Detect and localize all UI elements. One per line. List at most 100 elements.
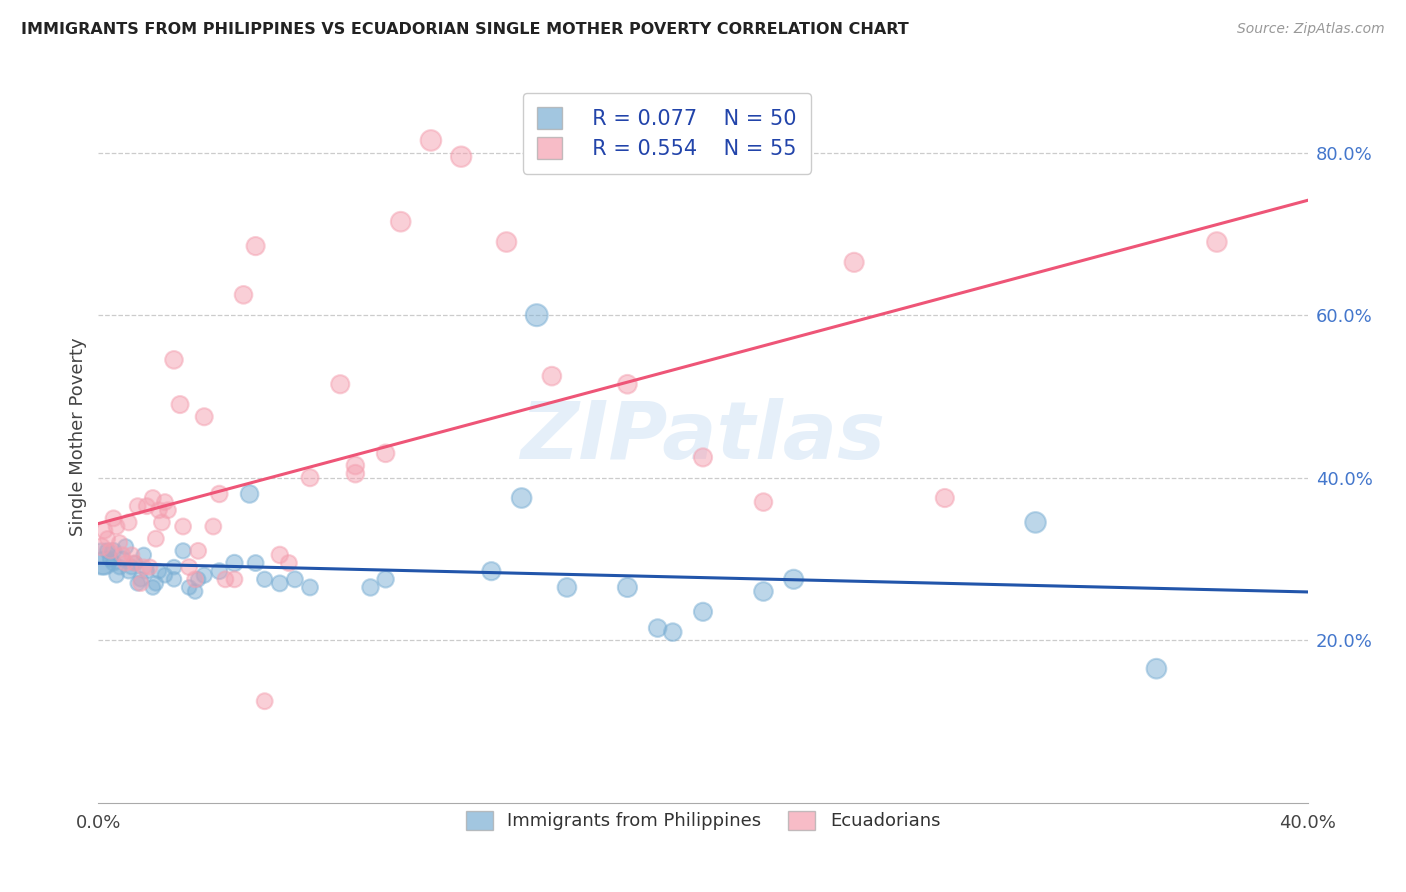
Point xyxy=(752,584,775,599)
Point xyxy=(142,491,165,505)
Point xyxy=(105,568,128,582)
Point xyxy=(277,556,299,570)
Point xyxy=(96,544,118,558)
Point xyxy=(269,548,291,562)
Point xyxy=(135,499,157,513)
Point xyxy=(142,581,165,595)
Point xyxy=(245,556,267,570)
Point xyxy=(692,605,714,619)
Point xyxy=(103,544,125,558)
Point xyxy=(299,471,322,485)
Point xyxy=(163,572,186,586)
Point xyxy=(132,548,155,562)
Point xyxy=(495,235,517,249)
Point xyxy=(208,564,231,578)
Point xyxy=(111,552,134,566)
Point xyxy=(172,544,194,558)
Point xyxy=(118,564,141,578)
Point xyxy=(184,572,207,586)
Point xyxy=(360,581,382,595)
Point xyxy=(179,560,201,574)
Point xyxy=(114,556,136,570)
Point xyxy=(344,458,367,473)
Point xyxy=(105,519,128,533)
Point xyxy=(135,564,157,578)
Point xyxy=(420,133,443,147)
Point xyxy=(179,581,201,595)
Point xyxy=(111,548,134,562)
Point xyxy=(555,581,578,595)
Point xyxy=(844,255,866,269)
Point xyxy=(148,503,170,517)
Point xyxy=(108,560,131,574)
Point xyxy=(481,564,503,578)
Point xyxy=(934,491,956,505)
Point xyxy=(172,519,194,533)
Point xyxy=(526,308,548,322)
Point xyxy=(100,544,122,558)
Point xyxy=(208,487,231,501)
Point xyxy=(329,377,352,392)
Point xyxy=(374,446,396,460)
Point xyxy=(121,548,143,562)
Point xyxy=(187,544,209,558)
Point xyxy=(184,584,207,599)
Point xyxy=(253,694,276,708)
Point xyxy=(752,495,775,509)
Point xyxy=(127,499,149,513)
Point xyxy=(132,560,155,574)
Point xyxy=(96,532,118,546)
Text: IMMIGRANTS FROM PHILIPPINES VS ECUADORIAN SINGLE MOTHER POVERTY CORRELATION CHAR: IMMIGRANTS FROM PHILIPPINES VS ECUADORIA… xyxy=(21,22,908,37)
Point xyxy=(540,369,562,384)
Point xyxy=(163,352,186,367)
Point xyxy=(647,621,669,635)
Point xyxy=(121,560,143,574)
Point xyxy=(692,450,714,465)
Point xyxy=(232,288,254,302)
Point xyxy=(150,516,173,530)
Point xyxy=(129,576,152,591)
Point xyxy=(93,524,115,538)
Text: Source: ZipAtlas.com: Source: ZipAtlas.com xyxy=(1237,22,1385,37)
Legend: Immigrants from Philippines, Ecuadorians: Immigrants from Philippines, Ecuadorians xyxy=(458,804,948,838)
Point xyxy=(124,556,146,570)
Point xyxy=(389,215,412,229)
Point xyxy=(145,576,167,591)
Point xyxy=(450,150,472,164)
Point xyxy=(108,535,131,549)
Point xyxy=(103,511,125,525)
Point xyxy=(145,532,167,546)
Point xyxy=(129,572,152,586)
Text: ZIPatlas: ZIPatlas xyxy=(520,398,886,476)
Point xyxy=(127,576,149,591)
Point xyxy=(284,572,307,586)
Point xyxy=(344,467,367,481)
Point xyxy=(239,487,262,501)
Point xyxy=(245,239,267,253)
Y-axis label: Single Mother Poverty: Single Mother Poverty xyxy=(69,338,87,536)
Point xyxy=(139,560,162,574)
Point xyxy=(1024,516,1046,530)
Point xyxy=(187,572,209,586)
Point xyxy=(156,503,179,517)
Point xyxy=(124,556,146,570)
Point xyxy=(224,556,246,570)
Point xyxy=(148,564,170,578)
Point xyxy=(93,556,115,570)
Point xyxy=(616,377,638,392)
Point xyxy=(153,495,176,509)
Point xyxy=(90,540,112,554)
Point xyxy=(118,516,141,530)
Point xyxy=(100,552,122,566)
Point xyxy=(1144,662,1167,676)
Point xyxy=(202,519,225,533)
Point xyxy=(90,552,112,566)
Point xyxy=(193,409,215,424)
Point xyxy=(224,572,246,586)
Point xyxy=(299,581,322,595)
Point xyxy=(169,398,191,412)
Point xyxy=(153,568,176,582)
Point xyxy=(214,572,236,586)
Point xyxy=(269,576,291,591)
Point xyxy=(253,572,276,586)
